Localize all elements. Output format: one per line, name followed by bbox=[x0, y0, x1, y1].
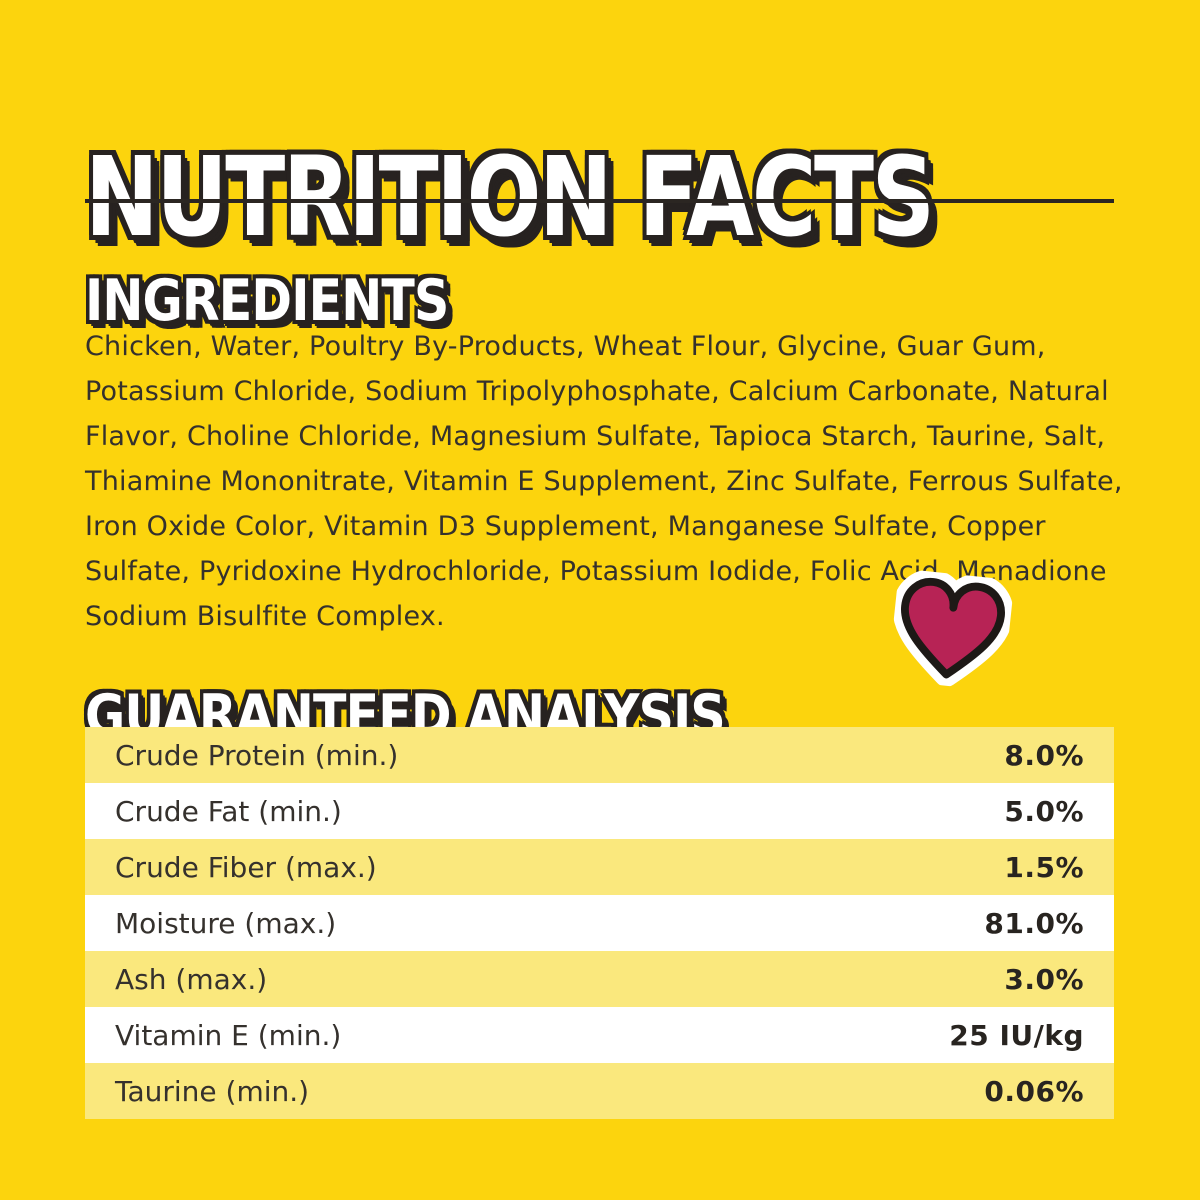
row-value: 81.0% bbox=[984, 906, 1084, 940]
table-row: Ash (max.) 3.0% bbox=[85, 951, 1114, 1007]
row-value: 5.0% bbox=[1004, 794, 1084, 828]
row-label: Ash (max.) bbox=[115, 962, 268, 996]
row-value: 1.5% bbox=[1004, 850, 1084, 884]
row-value: 8.0% bbox=[1004, 738, 1084, 772]
guaranteed-analysis-table: Crude Protein (min.) 8.0% Crude Fat (min… bbox=[85, 727, 1114, 1119]
heart-icon bbox=[887, 568, 1014, 692]
table-row: Crude Fiber (max.) 1.5% bbox=[85, 839, 1114, 895]
ingredients-text: Chicken, Water, Poultry By-Products, Whe… bbox=[85, 331, 1123, 632]
table-row: Vitamin E (min.) 25 IU/kg bbox=[85, 1007, 1114, 1063]
table-row: Crude Fat (min.) 5.0% bbox=[85, 783, 1114, 839]
page-title: NUTRITION FACTS bbox=[85, 132, 935, 261]
row-label: Vitamin E (min.) bbox=[115, 1018, 342, 1052]
row-label: Crude Fiber (max.) bbox=[115, 850, 377, 884]
table-row: Moisture (max.) 81.0% bbox=[85, 895, 1114, 951]
ingredients-heading: INGREDIENTS bbox=[85, 268, 449, 335]
table-row: Taurine (min.) 0.06% bbox=[85, 1063, 1114, 1119]
row-label: Crude Protein (min.) bbox=[115, 738, 399, 772]
table-row: Crude Protein (min.) 8.0% bbox=[85, 727, 1114, 783]
row-value: 0.06% bbox=[984, 1074, 1084, 1108]
row-value: 3.0% bbox=[1004, 962, 1084, 996]
title-divider bbox=[85, 199, 1114, 203]
row-label: Taurine (min.) bbox=[115, 1074, 310, 1108]
row-label: Moisture (max.) bbox=[115, 906, 337, 940]
row-label: Crude Fat (min.) bbox=[115, 794, 342, 828]
row-value: 25 IU/kg bbox=[949, 1018, 1084, 1052]
